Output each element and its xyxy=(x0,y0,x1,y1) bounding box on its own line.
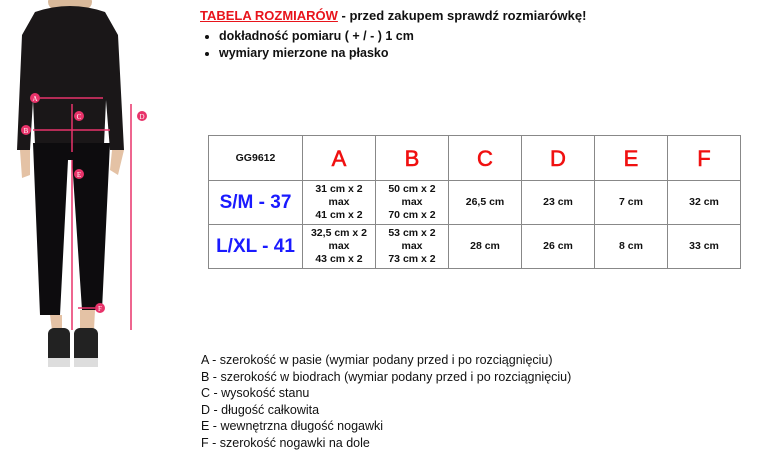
header-f: F xyxy=(667,135,741,181)
cell-b: 53 cm x 2 max 73 cm x 2 xyxy=(375,224,449,269)
title: TABELA ROZMIARÓW xyxy=(200,8,338,23)
cell-e: 8 cm xyxy=(594,224,668,269)
cell-a: 32,5 cm x 2 max 43 cm x 2 xyxy=(302,224,376,269)
legend-item: A - szerokość w pasie (wymiar podany prz… xyxy=(201,353,553,367)
page-title: TABELA ROZMIARÓW - przed zakupem sprawdź… xyxy=(200,8,586,23)
header-c: C xyxy=(448,135,522,181)
size-table: GG9612 A B C D E F S/M - 37 31 cm x 2 max… xyxy=(208,135,741,269)
table-header-row: GG9612 A B C D E F xyxy=(208,135,741,181)
legend-item: C - wysokość stanu xyxy=(201,386,310,401)
header-d: D xyxy=(521,135,595,181)
marker-e: E xyxy=(77,171,81,179)
header-a: A xyxy=(302,135,376,181)
product-code: GG9612 xyxy=(208,135,303,181)
size-label: S/M - 37 xyxy=(208,180,303,225)
table-row: S/M - 37 31 cm x 2 max 41 cm x 2 50 cm x 2… xyxy=(208,180,741,225)
cell-b: 50 cm x 2 max 70 cm x 2 xyxy=(375,180,449,225)
marker-f: F xyxy=(98,305,102,313)
note: wymiary mierzone na płasko xyxy=(219,45,414,62)
model-photo: A B C D E F xyxy=(17,0,147,367)
cell-f: 33 cm xyxy=(667,224,741,269)
legend-item: B - szerokość w biodrach (wymiar podany … xyxy=(201,369,572,384)
legend: A - szerokość w pasie (wymiar podany prz… xyxy=(201,352,571,452)
cell-c: 26,5 cm xyxy=(448,180,522,225)
cell-e: 7 cm xyxy=(594,180,668,225)
notes-list: dokładność pomiaru ( + / - ) 1 cm wymiar… xyxy=(205,28,414,62)
header-e: E xyxy=(594,135,668,181)
legend-item: E - wewnętrzna długość nogawki xyxy=(201,419,384,434)
legend-item: F - szerokość nogawki na dole xyxy=(201,435,370,450)
marker-d: D xyxy=(139,113,144,121)
size-label: L/XL - 41 xyxy=(208,224,303,269)
table-row: L/XL - 41 32,5 cm x 2 max 43 cm x 2 53 cm … xyxy=(208,224,741,269)
header-b: B xyxy=(375,135,449,181)
marker-b: B xyxy=(24,127,29,135)
cell-d: 23 cm xyxy=(521,180,595,225)
cell-d: 26 cm xyxy=(521,224,595,269)
marker-a: A xyxy=(32,95,37,103)
cell-a: 31 cm x 2 max 41 cm x 2 xyxy=(302,180,376,225)
note: dokładność pomiaru ( + / - ) 1 cm xyxy=(219,28,414,45)
cell-f: 32 cm xyxy=(667,180,741,225)
marker-c: C xyxy=(77,113,82,121)
legend-item: D - długość całkowita xyxy=(201,402,320,417)
cell-c: 28 cm xyxy=(448,224,522,269)
subtitle: - przed zakupem sprawdź rozmiarówkę! xyxy=(337,8,587,23)
